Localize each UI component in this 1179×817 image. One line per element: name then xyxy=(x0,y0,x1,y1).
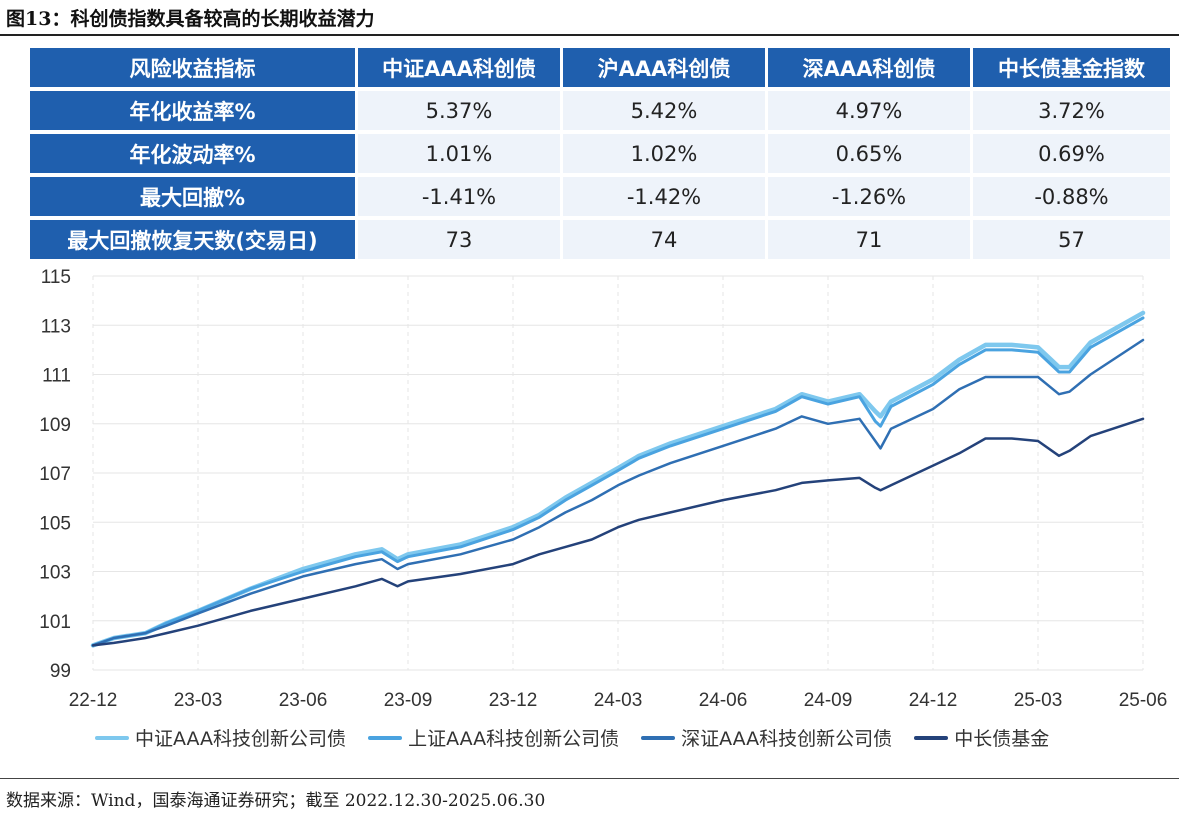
y-tick-label: 113 xyxy=(41,316,71,337)
y-tick-label: 103 xyxy=(39,563,71,584)
y-tick-label: 111 xyxy=(42,366,71,387)
x-tick-label: 23-12 xyxy=(489,690,538,711)
table-row: 年化收益率% 5.37% 5.42% 4.97% 3.72% xyxy=(30,91,1170,130)
table-cell: 0.69% xyxy=(970,134,1170,173)
y-tick-label: 105 xyxy=(39,513,71,534)
x-tick-label: 25-06 xyxy=(1119,690,1168,711)
x-tick-label: 22-12 xyxy=(69,690,118,711)
table-row: 最大回撤恢复天数(交易日) 73 74 71 57 xyxy=(30,220,1170,259)
table-cell: 1.02% xyxy=(560,134,765,173)
title-divider xyxy=(0,34,1179,36)
y-tick-label: 99 xyxy=(50,661,71,682)
row-label: 年化波动率% xyxy=(30,134,355,173)
table-row: 最大回撤% -1.41% -1.42% -1.26% -0.88% xyxy=(30,177,1170,216)
legend-swatch xyxy=(368,735,403,740)
table-cell: -1.26% xyxy=(765,177,970,216)
legend-label: 中证AAA科技创新公司债 xyxy=(135,728,347,750)
table-cell: 5.42% xyxy=(560,91,765,130)
y-tick-label: 107 xyxy=(39,464,71,485)
column-header: 中长债基金指数 xyxy=(970,48,1170,87)
table-cell: -1.41% xyxy=(355,177,560,216)
column-header: 沪AAA科创债 xyxy=(560,48,765,87)
series-line xyxy=(90,310,1146,648)
row-label: 最大回撤恢复天数(交易日) xyxy=(30,220,355,259)
legend-item: 深证AAA科技创新公司债 xyxy=(641,724,892,751)
line-chart: 99 101 103 105 107 109 111 113 115 22-12 23-03 23-0… xyxy=(39,267,1168,711)
legend-item: 中长债基金 xyxy=(914,724,1049,751)
legend-swatch xyxy=(95,735,129,740)
y-tick-label: 101 xyxy=(39,612,71,633)
y-tick-label: 109 xyxy=(39,415,71,436)
legend-swatch xyxy=(914,735,949,740)
series-line xyxy=(91,417,1145,647)
row-label: 最大回撤% xyxy=(30,177,355,216)
legend-label: 深证AAA科技创新公司债 xyxy=(681,728,893,750)
x-tick-label: 24-03 xyxy=(594,690,643,711)
legend-item: 上证AAA科技创新公司债 xyxy=(368,724,619,751)
chart-legend: 中证AAA科技创新公司债 上证AAA科技创新公司债 深证AAA科技创新公司债 中… xyxy=(95,724,1049,751)
table-cell: -1.42% xyxy=(560,177,765,216)
column-header: 深AAA科创债 xyxy=(765,48,970,87)
table-cell: -0.88% xyxy=(970,177,1170,216)
source-note: 数据来源：Wind，国泰海通证券研究；截至 2022.12.30-2025.06… xyxy=(6,791,546,811)
figure-title: 图13：科创债指数具备较高的长期收益潜力 xyxy=(6,8,375,30)
series-line xyxy=(91,316,1145,647)
legend-label: 上证AAA科技创新公司债 xyxy=(408,728,620,750)
legend-item: 中证AAA科技创新公司债 xyxy=(95,724,346,751)
legend-label: 中长债基金 xyxy=(954,728,1050,750)
x-tick-label: 24-12 xyxy=(909,690,958,711)
table-cell: 57 xyxy=(970,220,1170,259)
table-cell: 4.97% xyxy=(765,91,970,130)
table-cell: 3.72% xyxy=(970,91,1170,130)
x-tick-label: 24-09 xyxy=(804,690,853,711)
x-tick-label: 23-09 xyxy=(384,690,433,711)
table-row: 年化波动率% 1.01% 1.02% 0.65% 0.69% xyxy=(30,134,1170,173)
table-header-label: 风险收益指标 xyxy=(30,48,355,87)
y-tick-label: 115 xyxy=(41,267,71,288)
row-label: 年化收益率% xyxy=(30,91,355,130)
table-cell: 74 xyxy=(560,220,765,259)
x-tick-label: 23-03 xyxy=(174,690,223,711)
x-tick-label: 23-06 xyxy=(279,690,328,711)
table-cell: 73 xyxy=(355,220,560,259)
table-cell: 71 xyxy=(765,220,970,259)
legend-swatch xyxy=(641,735,676,740)
x-tick-label: 25-03 xyxy=(1014,690,1063,711)
series-line xyxy=(91,338,1145,647)
table-cell: 5.37% xyxy=(355,91,560,130)
footer-divider xyxy=(0,778,1179,779)
table-cell: 1.01% xyxy=(355,134,560,173)
x-tick-label: 24-06 xyxy=(699,690,748,711)
risk-return-table: 风险收益指标 中证AAA科创债 沪AAA科创债 深AAA科创债 中长债基金指数 … xyxy=(30,44,1170,263)
table-cell: 0.65% xyxy=(765,134,970,173)
table-header-row: 风险收益指标 中证AAA科创债 沪AAA科创债 深AAA科创债 中长债基金指数 xyxy=(30,48,1170,87)
column-header: 中证AAA科创债 xyxy=(355,48,560,87)
